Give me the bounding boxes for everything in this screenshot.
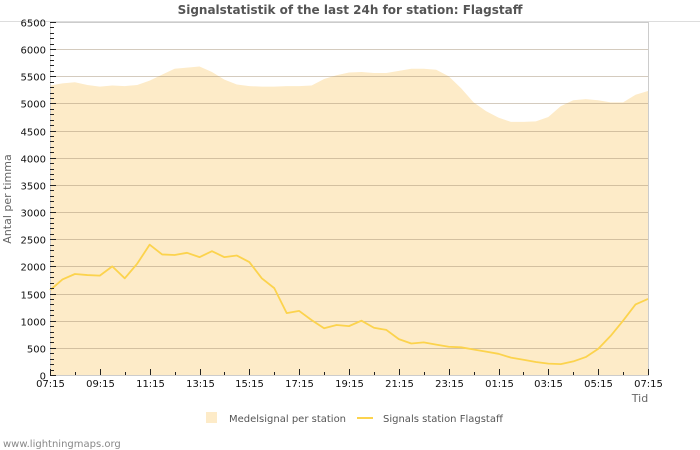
y-tick-label: 500 [27, 345, 46, 356]
y-tick-label: 5000 [21, 100, 46, 111]
x-tick-label: 11:15 [136, 379, 165, 390]
y-tick-label: 6000 [21, 46, 46, 57]
area-series-medelsignal [50, 66, 648, 375]
x-tick-label: 23:15 [435, 379, 464, 390]
gridlines [50, 49, 648, 349]
x-tick-label: 13:15 [186, 379, 215, 390]
x-tick-label: 09:15 [86, 379, 115, 390]
y-tick-label: 2000 [21, 263, 46, 274]
y-tick-label: 4000 [21, 155, 46, 166]
y-tick-label: 2500 [21, 236, 46, 247]
x-tick-label: 05:15 [584, 379, 613, 390]
legend-label: Medelsignal per station [229, 414, 346, 425]
legend: Medelsignal per station Signals station … [206, 412, 504, 425]
footer-link[interactable]: www.lightningmaps.org [3, 439, 121, 450]
legend-area-swatch [206, 412, 217, 423]
y-axis-title: Antal per timma [1, 154, 14, 243]
plot-area: 0 500 1000 1500 2000 2500 3000 3500 4000 4500 5000… [21, 19, 663, 391]
y-tick-label: 3500 [21, 182, 46, 193]
x-tick-label: 19:15 [335, 379, 364, 390]
x-tick-label: 17:15 [285, 379, 314, 390]
x-axis-title: Tid [631, 392, 648, 405]
y-tick-label: 1000 [21, 318, 46, 329]
x-tick-label: 21:15 [385, 379, 414, 390]
y-tick-label: 3000 [21, 209, 46, 220]
x-tick-label: 07:15 [634, 379, 663, 390]
legend-label: Signals station Flagstaff [383, 414, 504, 425]
plot-border [50, 22, 649, 376]
y-tick-label: 5500 [21, 73, 46, 84]
x-tick-label: 03:15 [534, 379, 563, 390]
legend-item-flagstaff[interactable]: Signals station Flagstaff [357, 414, 504, 425]
x-tick-label: 15:15 [235, 379, 264, 390]
y-tick-label: 1500 [21, 291, 46, 302]
chart-title: Signalstatistik of the last 24h for stat… [178, 3, 523, 17]
x-tick-label: 01:15 [485, 379, 514, 390]
y-tick-label: 4500 [21, 128, 46, 139]
line-series-flagstaff [49, 243, 649, 366]
x-tick-label: 07:15 [36, 379, 65, 390]
legend-item-medelsignal[interactable]: Medelsignal per station [206, 412, 346, 425]
y-axis: 0 500 1000 1500 2000 2500 3000 3500 4000 4500 5000… [21, 19, 56, 383]
x-axis: 07:15 09:15 11:15 13:15 15:15 17:15 19:15 21:15… [36, 369, 663, 390]
y-tick-label: 6500 [21, 19, 46, 30]
y-tick-label: 0 [40, 372, 46, 383]
